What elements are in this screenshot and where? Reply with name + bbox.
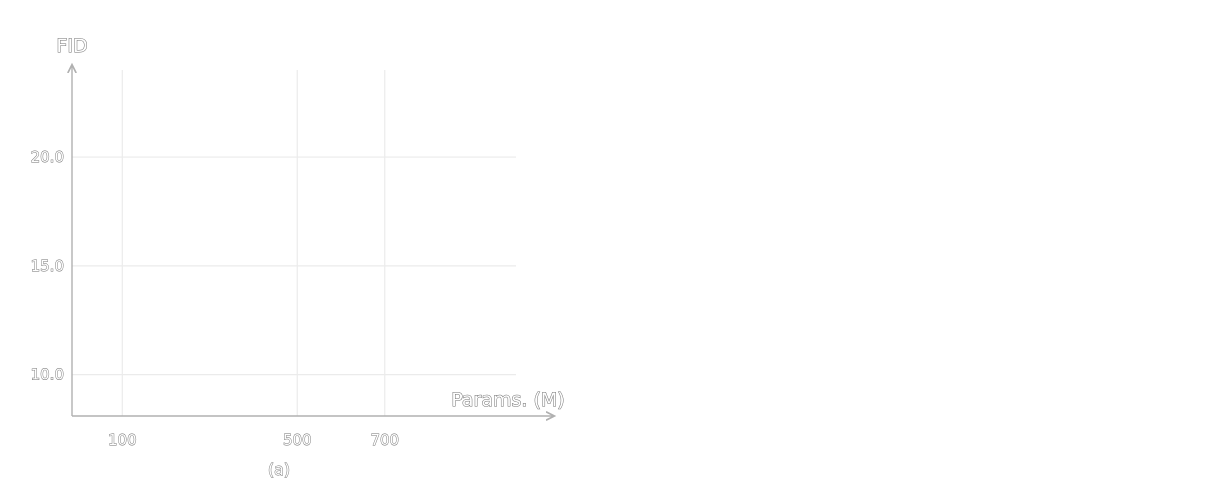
chart-caption: (a) [268, 460, 290, 479]
x-tick-label-100: 100 [108, 431, 137, 449]
x-tick-label-700: 700 [370, 431, 399, 449]
axis-layer [72, 66, 553, 416]
y-tick-label-10.0: 10.0 [31, 366, 64, 384]
y-tick-label-15.0: 15.0 [31, 257, 64, 275]
grid-layer [72, 70, 516, 416]
y-axis-title: FID [56, 35, 87, 57]
x-tick-label-500: 500 [283, 431, 312, 449]
x-axis-title: Params. (M) [451, 389, 564, 411]
tick-label-layer: 100 500 700 10.0 15.0 20.0 [30, 148, 399, 450]
y-tick-label-20.0: 20.0 [31, 148, 64, 166]
